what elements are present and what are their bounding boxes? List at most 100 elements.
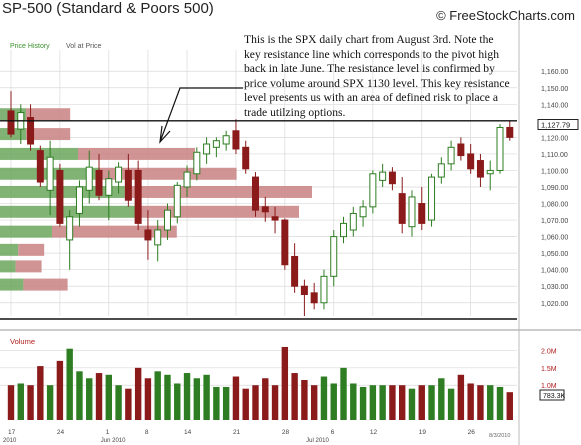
price-tick-label: 1,110.00 bbox=[541, 152, 568, 159]
candle-body bbox=[163, 209, 171, 231]
last-price-label: 1,127.79 bbox=[541, 121, 570, 130]
candle-body bbox=[447, 146, 455, 165]
price-axis: 1,020.00 1,030.00 1,040.00 1,050.00 1,060.00… bbox=[541, 69, 568, 308]
volume-bar bbox=[330, 383, 337, 420]
candle-body bbox=[242, 146, 250, 170]
volume-bar bbox=[310, 385, 318, 420]
volume-tick-label: 1.5M bbox=[541, 366, 557, 373]
candle-body bbox=[203, 143, 211, 155]
volume-bar bbox=[281, 346, 289, 420]
chart-date-stamp: 8/3/2010 bbox=[489, 433, 511, 439]
month-label: 2010 bbox=[3, 438, 17, 444]
candle-body bbox=[437, 163, 445, 178]
volume-at-price bbox=[0, 108, 312, 291]
candle-body bbox=[222, 135, 230, 145]
price-tick-label: 1,150.00 bbox=[541, 86, 568, 93]
volume-bar bbox=[37, 366, 44, 420]
candle-body bbox=[291, 255, 299, 287]
price-tick-label: 1,120.00 bbox=[541, 135, 568, 142]
price-tick-label: 1,020.00 bbox=[541, 301, 568, 308]
candle-body bbox=[183, 171, 191, 188]
vap-bar-red bbox=[23, 278, 68, 291]
volume-bar bbox=[222, 386, 230, 420]
vap-bar-green bbox=[0, 243, 19, 256]
volume-bar bbox=[389, 385, 396, 420]
candle-body bbox=[281, 219, 289, 266]
annotation-text: This is the SPX daily chart from August … bbox=[244, 33, 510, 119]
candle-body bbox=[486, 169, 494, 175]
candle-body bbox=[369, 173, 377, 208]
volume-bar bbox=[359, 386, 367, 420]
vap-bar-green bbox=[0, 260, 16, 273]
price-tick-label: 1,040.00 bbox=[541, 268, 568, 275]
price-tick-label: 1,060.00 bbox=[541, 235, 568, 242]
vap-bar-red bbox=[98, 167, 237, 180]
date-tick-label: 21 bbox=[233, 429, 241, 436]
month-label: Jun 2010 bbox=[101, 438, 126, 444]
volume-bar bbox=[66, 348, 73, 420]
price-tick-label: 1,050.00 bbox=[541, 251, 568, 258]
volume-axis: 2.0M 1.5M 1.0M bbox=[541, 348, 557, 390]
volume-bar bbox=[506, 392, 513, 420]
volume-bar bbox=[271, 385, 279, 420]
candle-body bbox=[300, 285, 308, 296]
candle-body bbox=[320, 275, 328, 304]
vap-bar-red bbox=[26, 128, 71, 141]
legend-price-history: Price History bbox=[10, 43, 50, 50]
candle-body bbox=[476, 160, 484, 178]
volume-bar bbox=[350, 383, 357, 420]
brand-watermark: © FreeStockCharts.com bbox=[436, 8, 575, 23]
volume-bar bbox=[379, 385, 386, 420]
candle-body bbox=[95, 169, 103, 196]
date-tick-label: 17 bbox=[8, 429, 16, 436]
vap-bar-red bbox=[18, 243, 45, 256]
volume-bar bbox=[183, 373, 191, 420]
volume-bar bbox=[27, 385, 34, 420]
price-tick-label: 1,030.00 bbox=[541, 284, 568, 291]
legend-vol-at-price: Vol at Price bbox=[66, 43, 102, 50]
volume-bar bbox=[164, 374, 171, 420]
volume-bar bbox=[457, 374, 465, 420]
candle-body bbox=[134, 169, 142, 224]
candle-body bbox=[457, 143, 465, 157]
volume-bar bbox=[115, 385, 122, 420]
chart-title: SP-500 (Standard & Poors 500) bbox=[2, 0, 214, 17]
volume-bar bbox=[86, 378, 93, 420]
candle-body bbox=[124, 169, 132, 201]
vap-bar-red bbox=[15, 260, 42, 273]
volume-bar bbox=[193, 378, 201, 420]
date-tick-label: 14 bbox=[184, 429, 192, 436]
candle-body bbox=[310, 292, 318, 304]
candle-body bbox=[428, 176, 436, 221]
volume-bar bbox=[447, 388, 455, 420]
volume-last-marker: 783.3K bbox=[539, 389, 566, 401]
volume-bar bbox=[105, 374, 112, 420]
volume-bar bbox=[125, 388, 132, 420]
date-axis: 17 24 1 8 14 21 28 6 12 19 26 2010 Jun 2010 Jul 2010 bbox=[3, 429, 475, 444]
vap-bar-red bbox=[78, 147, 195, 160]
last-price-marker: 1,127.79 bbox=[537, 119, 579, 131]
vap-bar-green bbox=[0, 225, 52, 238]
candle-body bbox=[7, 110, 15, 135]
candle-body bbox=[340, 222, 348, 238]
volume-bar bbox=[242, 388, 249, 420]
volume-bar bbox=[487, 385, 494, 420]
volume-bar bbox=[320, 376, 328, 420]
candle-body bbox=[85, 166, 93, 191]
volume-bar bbox=[252, 385, 259, 420]
vap-bar-green bbox=[0, 205, 138, 218]
volume-bar bbox=[399, 385, 406, 420]
candle-body bbox=[330, 236, 338, 277]
candle-body bbox=[193, 151, 201, 175]
candle-body bbox=[56, 169, 64, 224]
price-tick-label: 1,140.00 bbox=[541, 102, 568, 109]
price-tick-label: 1,160.00 bbox=[541, 69, 568, 76]
volume-bar bbox=[76, 371, 83, 420]
volume-bar bbox=[46, 385, 54, 420]
volume-bar bbox=[232, 376, 240, 420]
volume-bar bbox=[496, 386, 504, 420]
candle-body bbox=[496, 126, 504, 171]
price-tick-label: 1,070.00 bbox=[541, 218, 568, 225]
volume-bar bbox=[369, 385, 377, 420]
candle-body bbox=[398, 193, 406, 224]
